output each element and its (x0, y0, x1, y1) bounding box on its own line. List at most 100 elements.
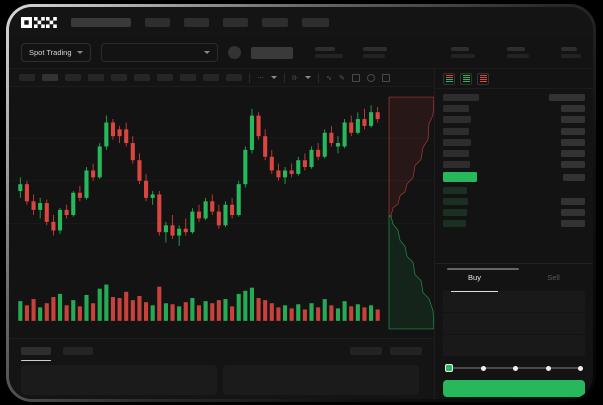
candlestick-chart-svg (9, 105, 434, 321)
drag-handle-icon[interactable] (447, 268, 519, 270)
chart-column: ⋯ ⊪ ∿ ✎ (9, 69, 434, 399)
chevron-down-icon (204, 51, 211, 54)
chart-toolbar: ⋯ ⊪ ∿ ✎ (9, 69, 434, 87)
stat-low (507, 47, 529, 58)
orderbook-rows[interactable] (435, 89, 593, 228)
coin-avatar-icon (228, 46, 242, 59)
stat-volume-value (561, 54, 581, 58)
orderbook-amount-cell (561, 116, 585, 124)
camera-icon[interactable] (351, 73, 360, 82)
nav-item-5[interactable] (262, 17, 288, 27)
interval-8[interactable] (180, 74, 196, 81)
tab-buy[interactable]: Buy (435, 273, 514, 292)
interval-10[interactable] (226, 74, 242, 81)
nav-item-2[interactable] (145, 17, 170, 27)
interval-7[interactable] (157, 74, 173, 81)
pair-selector[interactable] (100, 43, 219, 62)
interval-4[interactable] (88, 74, 104, 81)
orderbook-row-ask[interactable] (443, 161, 585, 169)
orderbook-row-bid[interactable] (443, 197, 585, 205)
stat-change-label (363, 47, 387, 51)
bottom-action-1[interactable] (350, 347, 382, 355)
active-tab-indicator (21, 359, 51, 361)
orders-tabs (9, 339, 434, 363)
stat-low-label (507, 47, 525, 51)
orderbook-header (435, 69, 593, 89)
orderbook-price-cell (443, 127, 469, 135)
slider-point-75[interactable] (545, 365, 551, 371)
device-frame: Spot Trading (6, 4, 596, 402)
indicators-icon[interactable]: ⋯ (257, 74, 264, 82)
submit-buy-button[interactable] (443, 380, 585, 397)
tab-open-orders[interactable] (21, 347, 51, 355)
orderbook-price-cell (443, 149, 469, 157)
stat-high-label (451, 47, 469, 51)
settings-icon[interactable] (366, 73, 375, 82)
orderbook-row-ask[interactable] (443, 138, 585, 146)
stat-price-value (315, 54, 343, 58)
interval-dropdown-icon[interactable] (271, 76, 277, 79)
orderbook-price-cell (443, 161, 470, 169)
orderbook-current-price-row[interactable] (443, 172, 585, 183)
stat-high-value (451, 54, 475, 58)
orderbook-row-bid[interactable] (443, 186, 585, 194)
orderbook-bids-icon[interactable] (460, 72, 472, 85)
interval-6[interactable] (134, 74, 150, 81)
orderbook-row-bid[interactable] (443, 208, 585, 216)
pencil-icon[interactable]: ✎ (338, 74, 345, 82)
orderbook-price-cell (443, 172, 477, 183)
slider-point-50[interactable] (513, 365, 518, 371)
orderbook-both-icon[interactable] (443, 72, 455, 85)
amount-field[interactable] (443, 313, 585, 335)
orderbook-amount-cell (561, 220, 585, 228)
okx-pixel-logo-icon[interactable] (21, 16, 57, 28)
percentage-slider[interactable] (445, 361, 583, 375)
orderbook-row-bid[interactable] (443, 220, 585, 228)
orderbook-row-ask[interactable] (443, 149, 585, 157)
trading-mode-selector[interactable]: Spot Trading (21, 43, 91, 62)
nav-item-6[interactable] (302, 17, 329, 27)
price-field[interactable] (443, 291, 585, 313)
orderbook-amount-cell (561, 208, 585, 216)
stat-change (363, 47, 387, 58)
bottom-panel-right[interactable] (223, 365, 419, 395)
trade-form: Buy Sell (435, 263, 593, 399)
chart-type-dropdown-icon[interactable] (305, 76, 312, 79)
stat-change-value (363, 54, 385, 58)
orderbook-price-cell (443, 208, 467, 216)
orderbook-row-ask[interactable] (443, 116, 585, 124)
fullscreen-icon[interactable] (381, 73, 390, 82)
orderbook-amount-cell (561, 127, 585, 135)
tab-sell[interactable]: Sell (547, 273, 560, 282)
orderbook-row-ask[interactable] (443, 127, 585, 135)
orderbook-amount-cell (549, 94, 585, 101)
chart-type-icon[interactable]: ⊪ (292, 74, 299, 82)
interval-5[interactable] (111, 74, 127, 81)
tab-order-history[interactable] (63, 347, 93, 355)
orderbook-price-cell (443, 186, 467, 194)
slider-point-100[interactable] (578, 365, 583, 371)
chevron-down-icon (76, 51, 83, 54)
bottom-action-2[interactable] (390, 347, 422, 355)
interval-1[interactable] (19, 74, 35, 81)
interval-3[interactable] (65, 74, 81, 81)
price-chart[interactable] (9, 87, 434, 338)
bottom-panel-left[interactable] (21, 365, 217, 395)
total-field[interactable] (443, 335, 585, 357)
orders-panels (9, 363, 434, 395)
nav-item-3[interactable] (184, 17, 209, 27)
orderbook-price-cell (443, 197, 468, 205)
orderbook-row-ask[interactable] (443, 94, 585, 101)
interval-2[interactable] (42, 74, 58, 81)
line-tool-icon[interactable]: ∿ (326, 74, 332, 82)
nav-item-1[interactable] (71, 17, 131, 27)
main-nav (71, 17, 329, 27)
nav-item-4[interactable] (223, 17, 248, 27)
orderbook-row-ask[interactable] (443, 105, 585, 113)
orderbook-asks-icon[interactable] (477, 72, 489, 85)
slider-handle[interactable] (445, 364, 453, 372)
slider-point-25[interactable] (480, 365, 486, 371)
toolbar-divider (249, 72, 250, 83)
interval-9[interactable] (203, 74, 219, 81)
orderbook-amount-cell (561, 149, 585, 157)
